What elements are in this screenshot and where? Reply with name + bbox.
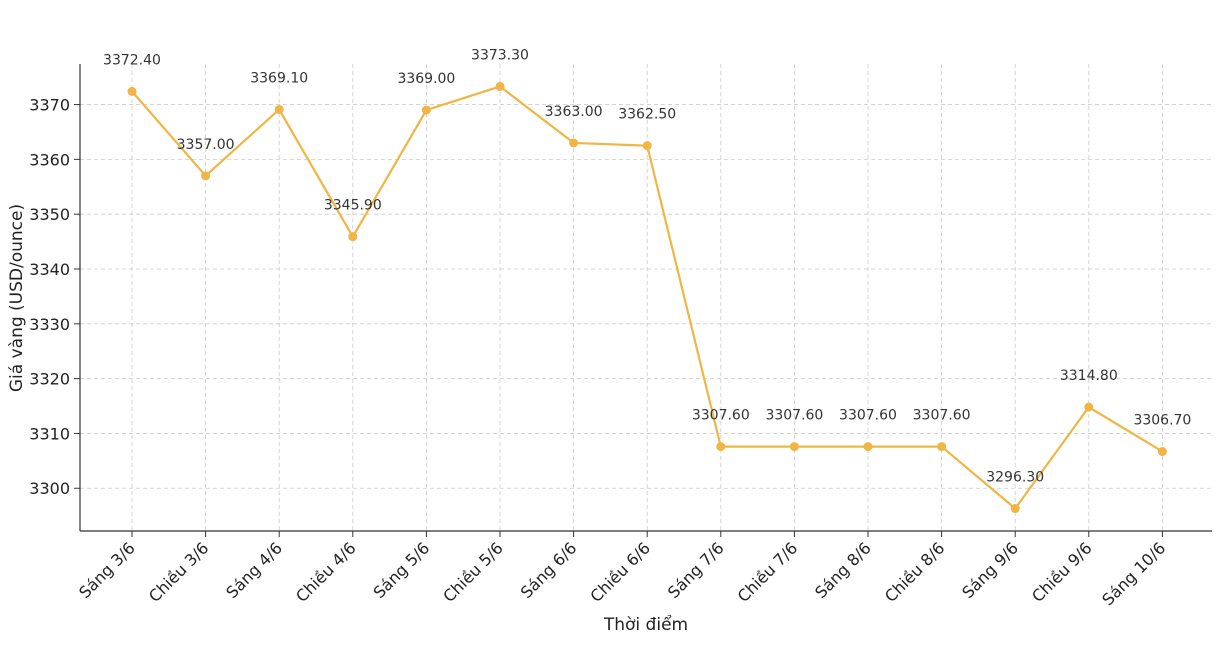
y-tick-label: 3300 [29, 479, 70, 498]
x-tick-label: Chiều 3/6 [145, 538, 213, 606]
x-tick-label: Chiều 4/6 [292, 538, 360, 606]
x-tick-label: Chiều 5/6 [439, 538, 507, 606]
data-label: 3307.60 [913, 408, 971, 424]
x-tick-label: Sáng 3/6 [75, 538, 139, 602]
data-point [642, 141, 652, 151]
data-labels: 3372.40 3357.00 3369.10 3345.90 3369.00 3373.… [103, 47, 1191, 485]
data-point [716, 442, 726, 452]
data-label: 3306.70 [1133, 413, 1191, 429]
data-label: 3307.60 [692, 408, 750, 424]
x-tick-label: Chiều 7/6 [734, 538, 802, 606]
data-label: 3345.90 [324, 198, 382, 214]
y-tick-label: 3370 [29, 96, 70, 115]
y-tick-label: 3310 [29, 424, 70, 443]
x-tick-label: Sáng 7/6 [664, 538, 728, 602]
y-tick-label: 3350 [29, 205, 70, 224]
data-label: 3307.60 [765, 408, 823, 424]
y-tick-label: 3340 [29, 260, 70, 279]
x-tick-label: Chiều 6/6 [586, 538, 654, 606]
data-point [1010, 504, 1020, 514]
data-point [789, 442, 799, 452]
grid [80, 64, 1212, 531]
x-tick-label: Chiều 8/6 [881, 538, 949, 606]
y-tick-label: 3360 [29, 150, 70, 169]
data-point [863, 442, 873, 452]
data-label: 3363.00 [545, 104, 603, 120]
data-point [495, 81, 505, 91]
data-point [937, 442, 947, 452]
x-axis-title: Thời điểm [603, 614, 688, 635]
x-tick-label: Sáng 9/6 [958, 538, 1022, 602]
data-label: 3296.30 [986, 470, 1044, 486]
data-label: 3372.40 [103, 52, 161, 68]
y-tick-label: 3330 [29, 315, 70, 334]
series-gold-price [127, 81, 1167, 514]
y-tick-label: 3320 [29, 370, 70, 389]
data-point [1157, 447, 1167, 457]
data-label: 3369.10 [250, 70, 308, 86]
data-point [569, 138, 579, 148]
data-label: 3314.80 [1060, 368, 1118, 384]
data-label: 3307.60 [839, 408, 897, 424]
data-label: 3362.50 [618, 107, 676, 123]
x-tick-label: Sáng 10/6 [1098, 538, 1169, 609]
x-tick-label: Sáng 6/6 [517, 538, 581, 602]
data-label: 3369.00 [397, 71, 455, 87]
x-tick-label: Sáng 5/6 [370, 538, 434, 602]
data-label: 3357.00 [177, 137, 235, 153]
data-point [274, 104, 284, 114]
x-tick-label: Sáng 8/6 [811, 538, 875, 602]
data-point [348, 232, 358, 242]
data-label: 3373.30 [471, 47, 529, 63]
y-axis-title: Giá vàng (USD/ounce) [7, 204, 27, 392]
x-tick-label: Sáng 4/6 [222, 538, 286, 602]
data-point [127, 86, 137, 96]
x-tick-label: Chiều 9/6 [1028, 538, 1096, 606]
data-point [421, 105, 431, 115]
data-point [1084, 402, 1094, 412]
data-point [201, 171, 211, 181]
